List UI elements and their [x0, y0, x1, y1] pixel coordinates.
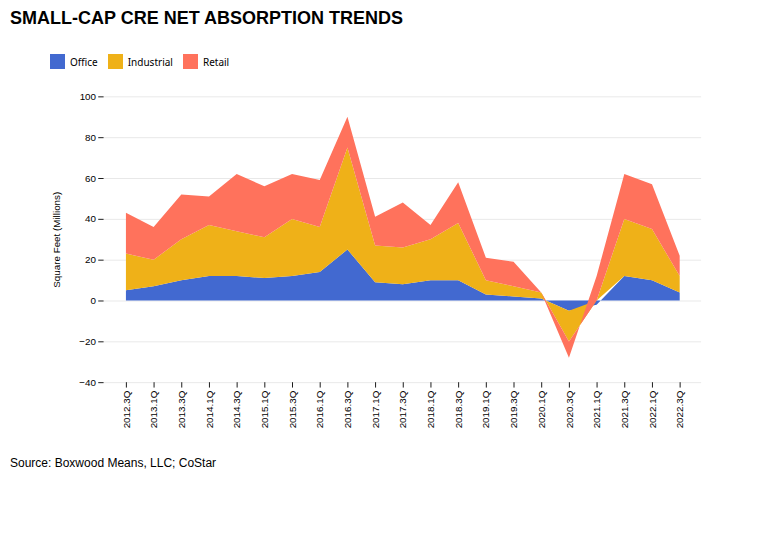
svg-text:2017.1Q: 2017.1Q: [370, 390, 381, 428]
svg-text:2013.1Q: 2013.1Q: [148, 390, 159, 428]
html-text:Retail: Retail: [202, 54, 230, 69]
svg-text:2012.3Q: 2012.3Q: [121, 390, 132, 428]
svg-text:2014.3Q: 2014.3Q: [231, 390, 242, 428]
svg-text:2017.3Q: 2017.3Q: [397, 390, 408, 428]
html-text:Office: Office: [70, 54, 98, 69]
svg-text:2022.1Q: 2022.1Q: [647, 390, 658, 428]
svg-text:2022.3Q: 2022.3Q: [674, 390, 685, 428]
svg-text:2021.1Q: 2021.1Q: [591, 390, 602, 428]
html-text:Industrial: Industrial: [127, 54, 173, 69]
svg-text:2015.1Q: 2015.1Q: [259, 390, 270, 428]
svg-text:20: 20: [85, 254, 96, 265]
svg-text:−40: −40: [79, 377, 96, 388]
svg-text:60: 60: [85, 173, 96, 184]
html-text:Source: Boxwood Means, LLC; Co: Source: Boxwood Means, LLC; CoStar: [10, 456, 217, 471]
svg-text:2019.1Q: 2019.1Q: [480, 390, 491, 428]
svg-text:Square Feet (Millions): Square Feet (Millions): [51, 192, 62, 288]
svg-text:100: 100: [80, 91, 97, 102]
svg-text:2014.1Q: 2014.1Q: [204, 390, 215, 428]
svg-text:2015.3Q: 2015.3Q: [287, 390, 298, 428]
svg-text:2020.1Q: 2020.1Q: [536, 390, 547, 428]
html-text:SMALL-CAP CRE NET ABSORPTION T: SMALL-CAP CRE NET ABSORPTION TRENDS: [10, 8, 403, 28]
svg-text:2019.3Q: 2019.3Q: [508, 390, 519, 428]
svg-text:2016.3Q: 2016.3Q: [342, 390, 353, 428]
svg-text:40: 40: [85, 213, 96, 224]
svg-text:2018.3Q: 2018.3Q: [453, 390, 464, 428]
svg-text:0: 0: [91, 295, 97, 306]
svg-text:2016.1Q: 2016.1Q: [314, 390, 325, 428]
svg-text:80: 80: [85, 132, 96, 143]
svg-text:2021.3Q: 2021.3Q: [619, 390, 630, 428]
svg-text:2020.3Q: 2020.3Q: [564, 390, 575, 428]
svg-text:−20: −20: [79, 336, 96, 347]
svg-text:2013.3Q: 2013.3Q: [176, 390, 187, 428]
svg-text:2018.1Q: 2018.1Q: [425, 390, 436, 428]
